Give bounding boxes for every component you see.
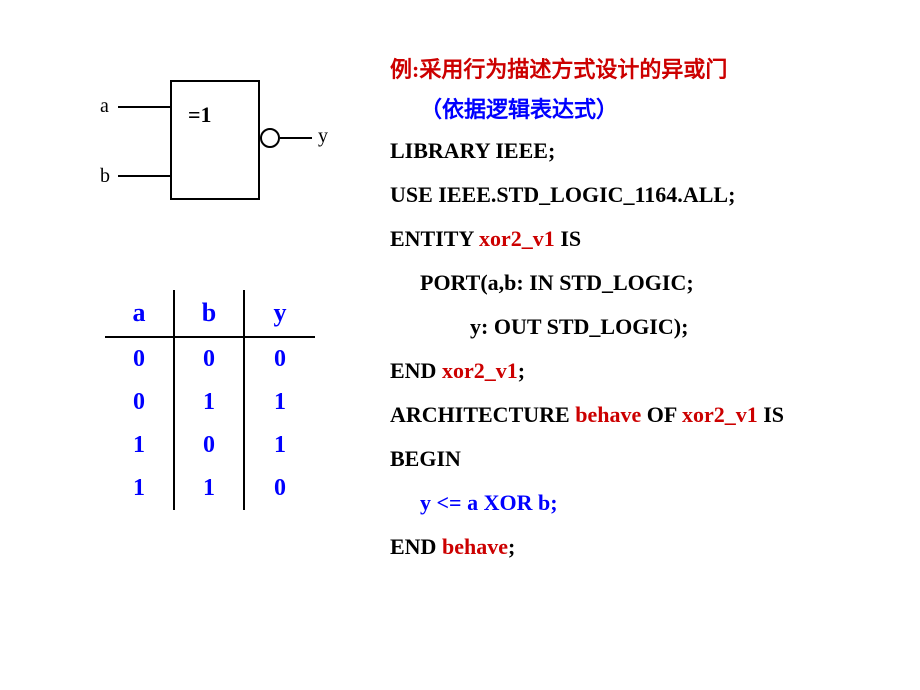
identifier: behave [575,402,641,427]
kw: ENTITY [390,226,479,251]
kw: ALL [683,182,728,207]
identifier: behave [442,534,508,559]
title-line-1: 例:采用行为描述方式设计的异或门 [390,50,890,90]
identifier: xor2_v1 [682,402,758,427]
code-line-2: USE IEEE.STD_LOGIC_1164.ALL; [390,173,890,217]
input-b-label: b [100,165,110,188]
code-line-6: END xor2_v1; [390,349,890,393]
code-line-4: PORT(a,b: IN STD_LOGIC; [390,261,890,305]
kw: PORT [420,270,480,295]
text: ; [508,534,515,559]
left-panel: a b =1 y a b y 0 0 0 0 1 1 [30,50,370,569]
cell: 0 [105,381,175,424]
table-row: 0 0 0 [105,338,315,381]
kw: IN [529,270,553,295]
text: ; [728,182,735,207]
code-line-3: ENTITY xor2_v1 IS [390,217,890,261]
text: y: [470,314,494,339]
kw: OF [641,402,682,427]
title-text2: （依据逻辑表达式） [420,97,618,122]
text: IEEE.STD_LOGIC_1164. [433,182,683,207]
table-row: 1 0 1 [105,424,315,467]
kw: IS [758,402,784,427]
cell: 1 [175,381,245,424]
code-line-8: BEGIN [390,437,890,481]
text: STD_LOGIC; [554,270,694,295]
text: (a,b: [480,270,529,295]
table-header-row: a b y [105,290,315,338]
wire-a [118,106,170,108]
inverter-bubble [260,128,280,148]
title-prefix: 例: [390,57,419,82]
table-row: 0 1 1 [105,381,315,424]
text: ; [518,358,525,383]
cell: 1 [245,424,315,467]
kw: USE [390,182,433,207]
text: IEEE; [490,138,555,163]
cell: 0 [175,424,245,467]
truth-table: a b y 0 0 0 0 1 1 1 0 1 1 1 0 [105,290,315,510]
gate-label: =1 [188,102,212,128]
header-a: a [105,290,175,338]
gate-box [170,80,260,200]
header-y: y [245,290,315,338]
kw: BEGIN [390,446,461,471]
code-line-9: y <= a XOR b; [390,481,890,525]
code-line-10: END behave; [390,525,890,569]
cell: 1 [245,381,315,424]
page-content: a b =1 y a b y 0 0 0 0 1 1 [0,0,920,619]
code-line-7: ARCHITECTURE behave OF xor2_v1 IS [390,393,890,437]
cell: 1 [105,467,175,510]
identifier: xor2_v1 [479,226,555,251]
wire-output [280,137,312,139]
cell: 0 [105,338,175,381]
xor-gate-diagram: a b =1 y [80,70,360,230]
kw: LIBRARY [390,138,490,163]
right-panel: 例:采用行为描述方式设计的异或门 （依据逻辑表达式） LIBRARY IEEE;… [370,50,890,569]
cell: 0 [245,338,315,381]
text: STD_LOGIC); [541,314,688,339]
header-b: b [175,290,245,338]
cell: 1 [105,424,175,467]
title-text1: 采用行为描述方式设计的异或门 [419,57,727,82]
kw: ARCHITECTURE [390,402,575,427]
cell: 0 [175,338,245,381]
cell: 0 [245,467,315,510]
statement: y <= a XOR b; [420,490,558,515]
kw: OUT [494,314,541,339]
wire-b [118,175,170,177]
output-y-label: y [318,125,328,148]
code-line-5: y: OUT STD_LOGIC); [390,305,890,349]
table-row: 1 1 0 [105,467,315,510]
code-line-1: LIBRARY IEEE; [390,129,890,173]
title-line-2: （依据逻辑表达式） [390,90,890,130]
input-a-label: a [100,95,109,118]
kw: END [390,534,442,559]
identifier: xor2_v1 [442,358,518,383]
kw: IS [555,226,581,251]
cell: 1 [175,467,245,510]
kw: END [390,358,442,383]
